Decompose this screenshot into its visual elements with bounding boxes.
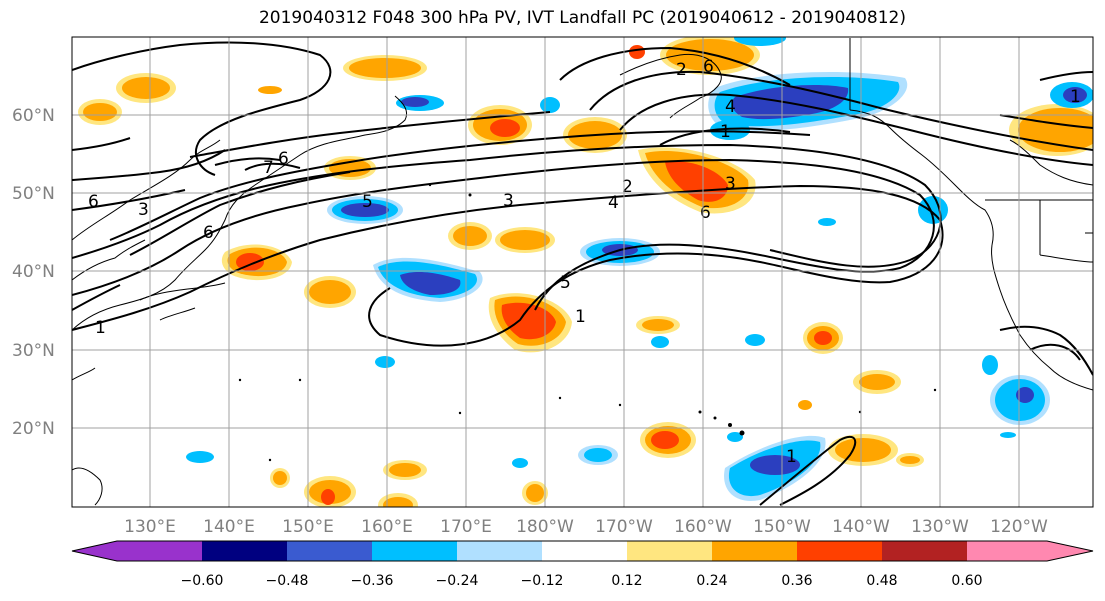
colorbar-tick-label: 0.48 [866, 573, 897, 589]
colorbar-swatch [202, 541, 287, 561]
pv-anomaly-shading: 1 1 2 3 3 4 4 5 5 6 6 6 6 7 6 2 3 1 1 1 [72, 37, 1093, 507]
lon-label: 140°E [203, 517, 255, 537]
graticule [72, 37, 1093, 507]
contour-label: 6 [88, 192, 99, 212]
colorbar-tick-labels: −0.60 −0.48 −0.36 −0.24 −0.12 0.12 0.24 … [181, 573, 983, 589]
contour-label: 1 [1070, 87, 1081, 107]
contour-label: 1 [95, 318, 106, 338]
contour-label: 3 [138, 200, 149, 220]
contour-label: 6 [700, 203, 711, 223]
lon-label: 140°W [832, 517, 890, 537]
contour-label: 5 [362, 192, 373, 212]
colorbar-tick-label: 0.36 [781, 573, 812, 589]
colorbar-swatch [627, 541, 712, 561]
lat-label: 30°N [12, 341, 55, 361]
lon-label: 120°W [990, 517, 1048, 537]
contour-label: 3 [725, 174, 736, 194]
colorbar-swatch [967, 541, 1047, 561]
colorbar-tick-label: −0.36 [351, 573, 394, 589]
contour-label: 6 [278, 149, 289, 169]
lon-label: 180°W [516, 517, 574, 537]
contour-label: 2 [622, 177, 633, 197]
lat-label: 40°N [12, 262, 55, 282]
map-frame [71, 36, 1094, 508]
plot-title: 2019040312 F048 300 hPa PV, IVT Landfall… [258, 8, 906, 28]
colorbar-swatch [882, 541, 967, 561]
colorbar-tick-label: −0.48 [266, 573, 309, 589]
colorbar-arrow-high [1047, 541, 1093, 561]
longitude-labels: 130°E 140°E 150°E 160°E 170°E 180°W 170°… [124, 517, 1048, 537]
contour-label: 4 [725, 97, 736, 117]
lat-label: 20°N [12, 419, 55, 439]
colorbar-swatch [542, 541, 627, 561]
colorbar-arrow-low [72, 541, 117, 561]
lat-label: 50°N [12, 184, 55, 204]
latitude-labels: 60°N 50°N 40°N 30°N 20°N [12, 106, 55, 439]
lon-label: 130°E [124, 517, 176, 537]
lon-label: 130°W [911, 517, 969, 537]
colorbar-tick-label: 0.60 [951, 573, 982, 589]
islands [238, 183, 937, 462]
colorbar-tick-label: 0.12 [611, 573, 642, 589]
colorbar-swatch [287, 541, 372, 561]
lon-label: 150°E [282, 517, 334, 537]
contour-label: 7 [263, 158, 274, 178]
colorbar-tick-label: −0.12 [521, 573, 564, 589]
colorbar-swatch [797, 541, 882, 561]
contour-label: 4 [608, 193, 619, 213]
lon-label: 170°E [440, 517, 492, 537]
contour-label: 1 [575, 307, 586, 327]
colorbar-swatch [457, 541, 542, 561]
colorbar-swatch [712, 541, 797, 561]
colorbar: −0.60 −0.48 −0.36 −0.24 −0.12 0.12 0.24 … [71, 540, 1094, 589]
contour-label: 6 [703, 57, 714, 77]
contour-label: 3 [503, 191, 514, 211]
contour-label: 5 [560, 273, 571, 293]
contour-label: 1 [720, 122, 731, 142]
contour-label: 6 [203, 223, 214, 243]
colorbar-swatch [372, 541, 457, 561]
contour-label: 1 [786, 447, 797, 467]
lon-label: 160°E [361, 517, 413, 537]
colorbar-tick-label: −0.60 [181, 573, 224, 589]
contour-label: 2 [676, 60, 687, 80]
colorbar-tick-label: 0.24 [696, 573, 727, 589]
lat-label: 60°N [12, 106, 55, 126]
colorbar-swatch [117, 541, 202, 561]
pv-contour-labels: 1 1 2 3 3 4 4 5 5 6 6 6 6 7 6 2 3 1 1 1 [88, 57, 1081, 467]
colorbar-outline [71, 540, 1094, 562]
lon-label: 170°W [595, 517, 653, 537]
lon-label: 160°W [674, 517, 732, 537]
colorbar-tick-label: −0.24 [436, 573, 479, 589]
lon-label: 150°W [753, 517, 811, 537]
